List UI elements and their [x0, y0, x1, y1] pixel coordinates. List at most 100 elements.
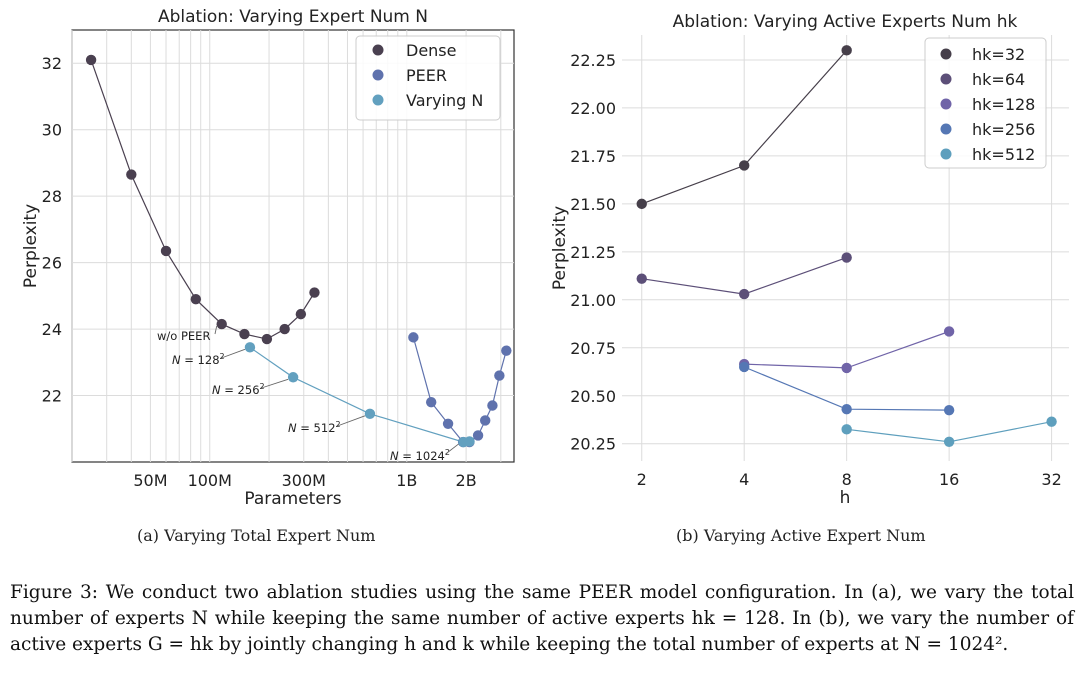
- data-point: [636, 273, 647, 284]
- legend-label: PEER: [406, 66, 447, 85]
- annotation-label: N = 2562: [212, 382, 265, 397]
- data-point: [739, 160, 750, 171]
- data-point: [943, 326, 955, 337]
- data-point: [425, 396, 437, 408]
- y-tick-label: 30: [42, 121, 62, 140]
- legend-b: hk=32 hk=64 hk=128 hk=256 hk=512: [924, 37, 1047, 169]
- y-tick-label: 21.75: [570, 147, 616, 166]
- series-line: [90, 59, 316, 340]
- y-tick-label: 21.25: [570, 243, 616, 262]
- legend-label: Varying N: [406, 91, 483, 110]
- legend-label: hk=512: [972, 145, 1035, 164]
- x-tick-label: 8: [842, 470, 852, 489]
- x-tick-label: 100M: [188, 471, 232, 490]
- legend-marker: [940, 148, 952, 160]
- x-tick-label: 300M: [282, 471, 326, 490]
- x-tick-label: 2: [637, 470, 647, 489]
- annotation-label: N = 1282: [172, 352, 225, 367]
- figure-caption: Figure 3: We conduct two ablation studie…: [10, 580, 1074, 658]
- data-point: [480, 415, 491, 426]
- annotation-arrow: [221, 348, 246, 359]
- data-point: [636, 198, 647, 210]
- legend-marker: [940, 98, 952, 110]
- subcaption-a: (a) Varying Total Expert Num: [137, 526, 376, 545]
- data-point: [494, 370, 505, 381]
- x-axis-label-a: Parameters: [244, 489, 341, 509]
- data-point: [160, 245, 172, 257]
- y-tick-label: 28: [42, 187, 62, 206]
- data-point: [190, 293, 202, 305]
- tick-labels-a: 22 24 26 28 30 32 50M 100M 300M 1B 2B: [42, 54, 477, 490]
- y-axis-label-b: Perplexity: [550, 206, 570, 290]
- data-point: [364, 408, 376, 420]
- annotation-arrow: [214, 325, 218, 335]
- data-point: [943, 404, 955, 416]
- data-point: [841, 45, 852, 56]
- data-point: [239, 328, 250, 340]
- x-tick-label: 50M: [133, 471, 167, 490]
- legend-a: Dense PEER Varying N: [355, 35, 501, 121]
- y-axis-label-a: Perplexity: [21, 204, 41, 288]
- legend-marker: [940, 73, 952, 85]
- annotation-arrow: [445, 443, 459, 455]
- legend-marker: [372, 69, 384, 81]
- x-tick-label: 2B: [456, 471, 477, 490]
- data-point: [442, 418, 454, 429]
- legend-label: hk=256: [972, 120, 1035, 139]
- data-point: [487, 400, 498, 411]
- annotation-arrow: [337, 415, 366, 427]
- data-point: [739, 288, 750, 300]
- tick-labels-b: 20.25 20.50 20.75 21.00 21.25 21.50 21.75 22.00…: [570, 51, 1062, 489]
- legend-marker: [372, 44, 384, 56]
- data-point: [841, 403, 852, 415]
- legend-marker: [940, 48, 952, 60]
- x-tick-label: 4: [739, 470, 749, 489]
- chart-title-a: Ablation: Varying Expert Num N: [158, 7, 428, 27]
- y-tick-label: 20.50: [570, 387, 616, 406]
- data-point: [126, 169, 137, 180]
- x-tick-label: 1B: [396, 471, 417, 490]
- legend-label: hk=32: [972, 45, 1025, 64]
- y-tick-label: 22: [42, 387, 62, 406]
- y-tick-label: 21.00: [570, 291, 616, 310]
- figure-caption-text: We conduct two ablation studies using th…: [10, 582, 1074, 655]
- data-point: [501, 345, 512, 356]
- chart-title-b: Ablation: Varying Active Experts Num hk: [673, 12, 1018, 32]
- legend-marker: [940, 123, 952, 135]
- legend-label: hk=64: [972, 70, 1025, 89]
- legend-box: [924, 37, 1047, 169]
- y-tick-label: 22.00: [570, 99, 616, 118]
- legend-label: Dense: [406, 41, 456, 60]
- figure-label: Figure 3:: [10, 582, 98, 603]
- data-point: [943, 436, 955, 448]
- y-tick-label: 21.50: [570, 195, 616, 214]
- data-point: [841, 362, 852, 374]
- data-point: [739, 361, 750, 373]
- data-point: [85, 54, 97, 66]
- y-tick-label: 22.25: [570, 51, 616, 70]
- data-point: [408, 332, 419, 343]
- series-points-a: [85, 54, 512, 448]
- figure-canvas: w/o PEER N = 1282 N = 2562 N = 5122 N = 1024…: [21, 7, 1069, 509]
- data-point: [244, 342, 256, 353]
- annotation-label: N = 10242: [390, 448, 450, 463]
- legend-marker: [372, 94, 384, 106]
- y-tick-label: 24: [42, 320, 62, 339]
- data-point: [841, 252, 852, 263]
- data-point: [295, 308, 307, 320]
- subcaption-b: (b) Varying Active Expert Num: [676, 526, 926, 545]
- legend-label: hk=128: [972, 95, 1035, 114]
- x-axis-label-b: h: [840, 488, 851, 508]
- annotation-label: w/o PEER: [157, 329, 210, 343]
- y-tick-label: 26: [42, 254, 62, 273]
- chart-expert-num: w/o PEER N = 1282 N = 2562 N = 5122 N = 1024…: [21, 7, 515, 509]
- data-point: [287, 372, 299, 383]
- data-point: [472, 430, 484, 441]
- data-point: [309, 287, 320, 298]
- x-tick-label: 32: [1041, 470, 1061, 489]
- data-point: [261, 333, 273, 345]
- legend-box: [355, 35, 501, 121]
- y-tick-label: 20.25: [570, 435, 616, 454]
- data-point: [279, 323, 290, 335]
- data-point: [1046, 416, 1057, 427]
